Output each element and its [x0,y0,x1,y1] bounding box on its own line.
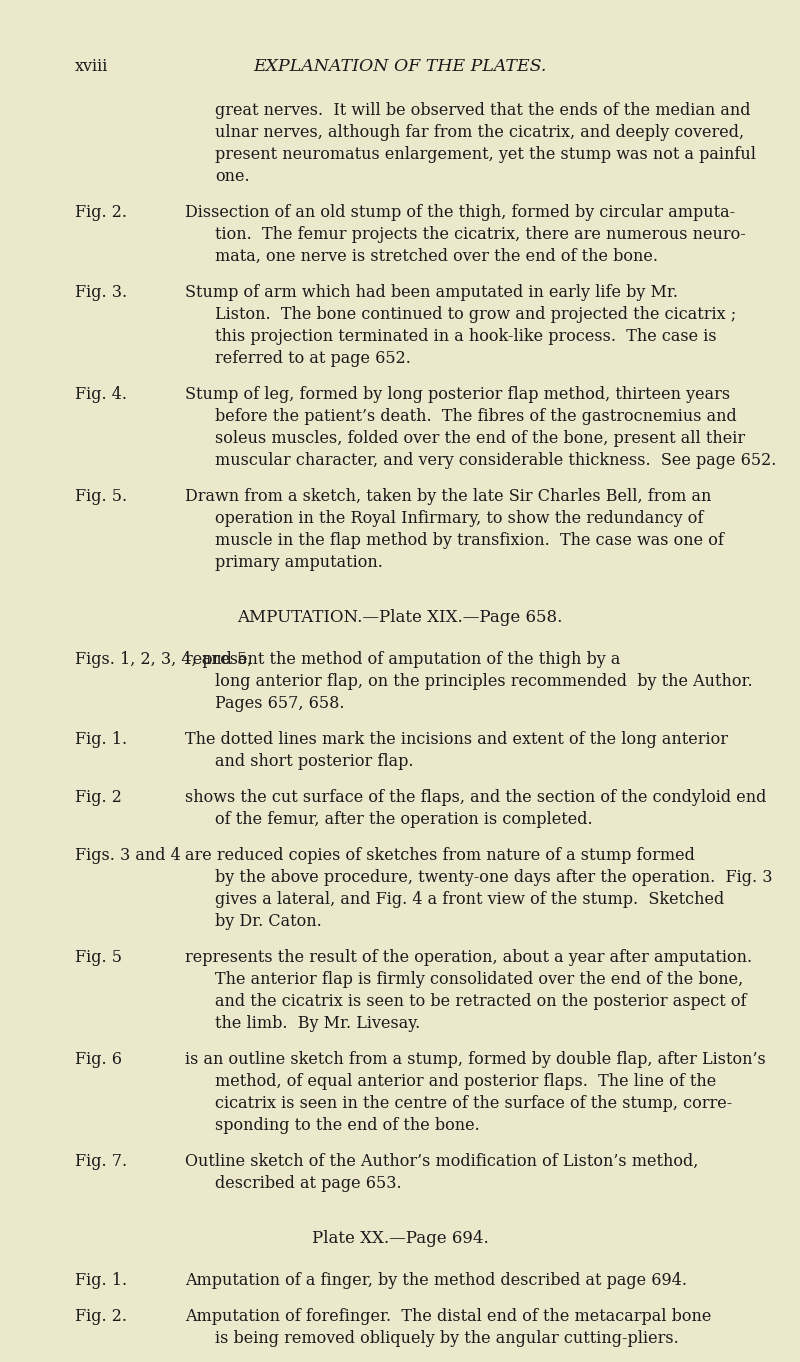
Text: Fig. 2: Fig. 2 [75,789,122,806]
Text: Fig. 1.: Fig. 1. [75,1272,127,1288]
Text: Figs. 1, 2, 3, 4, and 5,: Figs. 1, 2, 3, 4, and 5, [75,651,252,667]
Text: Fig. 7.: Fig. 7. [75,1154,127,1170]
Text: soleus muscles, folded over the end of the bone, present all their: soleus muscles, folded over the end of t… [215,430,745,447]
Text: AMPUTATION.—Plate XIX.—Page 658.: AMPUTATION.—Plate XIX.—Page 658. [238,609,562,627]
Text: The dotted lines mark the incisions and extent of the long anterior: The dotted lines mark the incisions and … [185,731,728,748]
Text: Figs. 3 and 4: Figs. 3 and 4 [75,847,181,864]
Text: shows the cut surface of the flaps, and the section of the condyloid end: shows the cut surface of the flaps, and … [185,789,766,806]
Text: represents the result of the operation, about a year after amputation.: represents the result of the operation, … [185,949,752,966]
Text: of the femur, after the operation is completed.: of the femur, after the operation is com… [215,810,593,828]
Text: great nerves.  It will be observed that the ends of the median and: great nerves. It will be observed that t… [215,102,750,118]
Text: Fig. 5.: Fig. 5. [75,488,127,505]
Text: muscular character, and very considerable thickness.  See page 652.: muscular character, and very considerabl… [215,452,776,469]
Text: tion.  The femur projects the cicatrix, there are numerous neuro-: tion. The femur projects the cicatrix, t… [215,226,746,242]
Text: Outline sketch of the Author’s modification of Liston’s method,: Outline sketch of the Author’s modificat… [185,1154,698,1170]
Text: gives a lateral, and Fig. 4 a front view of the stump.  Sketched: gives a lateral, and Fig. 4 a front view… [215,891,724,908]
Text: Fig. 6: Fig. 6 [75,1051,122,1068]
Text: ulnar nerves, although far from the cicatrix, and deeply covered,: ulnar nerves, although far from the cica… [215,124,744,142]
Text: by Dr. Caton.: by Dr. Caton. [215,913,322,930]
Text: this projection terminated in a hook-like process.  The case is: this projection terminated in a hook-lik… [215,328,717,345]
Text: Pages 657, 658.: Pages 657, 658. [215,695,345,712]
Text: EXPLANATION OF THE PLATES.: EXPLANATION OF THE PLATES. [254,59,546,75]
Text: the limb.  By Mr. Livesay.: the limb. By Mr. Livesay. [215,1015,420,1032]
Text: Stump of arm which had been amputated in early life by Mr.: Stump of arm which had been amputated in… [185,285,678,301]
Text: primary amputation.: primary amputation. [215,554,383,571]
Text: muscle in the flap method by transfixion.  The case was one of: muscle in the flap method by transfixion… [215,533,724,549]
Text: is being removed obliquely by the angular cutting-pliers.: is being removed obliquely by the angula… [215,1331,678,1347]
Text: present neuromatus enlargement, yet the stump was not a painful: present neuromatus enlargement, yet the … [215,146,756,163]
Text: before the patient’s death.  The fibres of the gastrocnemius and: before the patient’s death. The fibres o… [215,409,737,425]
Text: Fig. 2.: Fig. 2. [75,204,127,221]
Text: Fig. 2.: Fig. 2. [75,1308,127,1325]
Text: long anterior flap, on the principles recommended  by the Author.: long anterior flap, on the principles re… [215,673,753,691]
Text: operation in the Royal Infirmary, to show the redundancy of: operation in the Royal Infirmary, to sho… [215,509,703,527]
Text: and the cicatrix is seen to be retracted on the posterior aspect of: and the cicatrix is seen to be retracted… [215,993,746,1011]
Text: Fig. 4.: Fig. 4. [75,385,127,403]
Text: Drawn from a sketch, taken by the late Sir Charles Bell, from an: Drawn from a sketch, taken by the late S… [185,488,711,505]
Text: represent the method of amputation of the thigh by a: represent the method of amputation of th… [185,651,620,667]
Text: Fig. 1.: Fig. 1. [75,731,127,748]
Text: Amputation of a finger, by the method described at page 694.: Amputation of a finger, by the method de… [185,1272,687,1288]
Text: Liston.  The bone continued to grow and projected the cicatrix ;: Liston. The bone continued to grow and p… [215,306,736,323]
Text: Fig. 5: Fig. 5 [75,949,122,966]
Text: cicatrix is seen in the centre of the surface of the stump, corre-: cicatrix is seen in the centre of the su… [215,1095,732,1111]
Text: Plate XX.—Page 694.: Plate XX.—Page 694. [312,1230,488,1248]
Text: method, of equal anterior and posterior flaps.  The line of the: method, of equal anterior and posterior … [215,1073,716,1090]
Text: xviii: xviii [75,59,108,75]
Text: referred to at page 652.: referred to at page 652. [215,350,411,366]
Text: mata, one nerve is stretched over the end of the bone.: mata, one nerve is stretched over the en… [215,248,658,266]
Text: is an outline sketch from a stump, formed by double flap, after Liston’s: is an outline sketch from a stump, forme… [185,1051,766,1068]
Text: and short posterior flap.: and short posterior flap. [215,753,414,770]
Text: by the above procedure, twenty-one days after the operation.  Fig. 3: by the above procedure, twenty-one days … [215,869,773,887]
Text: described at page 653.: described at page 653. [215,1175,402,1192]
Text: Stump of leg, formed by long posterior flap method, thirteen years: Stump of leg, formed by long posterior f… [185,385,730,403]
Text: are reduced copies of sketches from nature of a stump formed: are reduced copies of sketches from natu… [185,847,695,864]
Text: The anterior flap is firmly consolidated over the end of the bone,: The anterior flap is firmly consolidated… [215,971,743,987]
Text: sponding to the end of the bone.: sponding to the end of the bone. [215,1117,480,1135]
Text: one.: one. [215,168,250,185]
Text: Dissection of an old stump of the thigh, formed by circular amputa-: Dissection of an old stump of the thigh,… [185,204,735,221]
Text: Fig. 3.: Fig. 3. [75,285,127,301]
Text: Amputation of forefinger.  The distal end of the metacarpal bone: Amputation of forefinger. The distal end… [185,1308,711,1325]
